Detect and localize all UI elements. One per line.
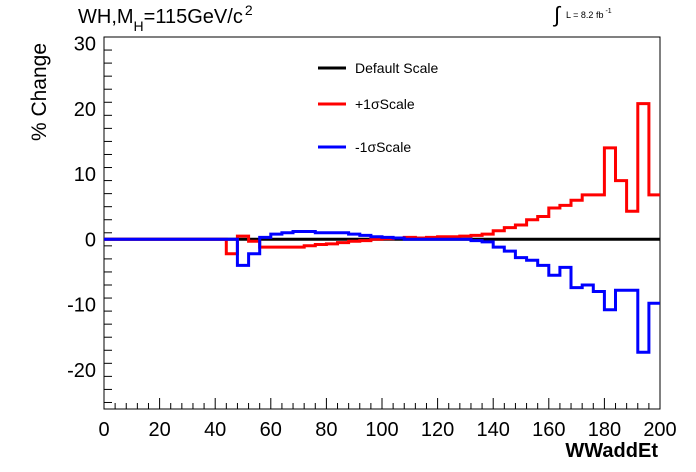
integral-symbol: ∫ <box>554 2 561 27</box>
series-line-2 <box>104 230 660 354</box>
luminosity-label: ∫ L = 8.2 fb -1 <box>554 2 612 27</box>
x-tick-label: 0 <box>98 419 109 441</box>
legend-label-2: -1σScale <box>355 139 411 155</box>
x-tick-label: 200 <box>643 419 676 441</box>
axis-ticks <box>103 49 661 409</box>
title-mid: =115GeV/c <box>143 6 243 28</box>
x-tick-label: 120 <box>421 419 454 441</box>
series-line-1 <box>104 102 660 256</box>
x-tick-label: 20 <box>148 419 170 441</box>
x-axis-label: WWaddEt <box>565 440 658 462</box>
y-tick-label: 10 <box>74 164 96 186</box>
luminosity-superscript: -1 <box>605 8 612 15</box>
y-tick-label: -10 <box>67 295 96 317</box>
title-main: WH,M <box>78 6 134 28</box>
y-tick-label: 20 <box>74 99 96 121</box>
x-tick-label: 100 <box>365 419 398 441</box>
x-tick-label: 180 <box>588 419 621 441</box>
y-axis-label: % Change <box>28 42 51 142</box>
legend-label-1: +1σScale <box>355 96 415 112</box>
series-lines <box>104 102 660 354</box>
x-tick-label: 40 <box>204 419 226 441</box>
x-tick-label: 140 <box>477 419 510 441</box>
x-tick-label: 60 <box>260 419 282 441</box>
chart-title: WH,MH=115GeV/c 2 <box>78 2 253 34</box>
legend-label-0: Default Scale <box>355 60 438 76</box>
plot-frame <box>103 36 661 410</box>
y-tick-label: 30 <box>74 34 96 56</box>
y-tick-label: 0 <box>85 229 96 251</box>
title-subscript: H <box>133 18 144 34</box>
legend: Default Scale +1σScale -1σScale <box>318 60 438 155</box>
tick-labels: 0 20 40 60 80 100 120 140 160 180 200 -20 -10 0 10 20 30 <box>67 34 677 441</box>
x-tick-label: 80 <box>315 419 337 441</box>
luminosity-text: L = 8.2 fb <box>566 10 604 20</box>
x-tick-label: 160 <box>532 419 565 441</box>
y-tick-label: -20 <box>67 360 96 382</box>
title-superscript: 2 <box>244 2 253 18</box>
